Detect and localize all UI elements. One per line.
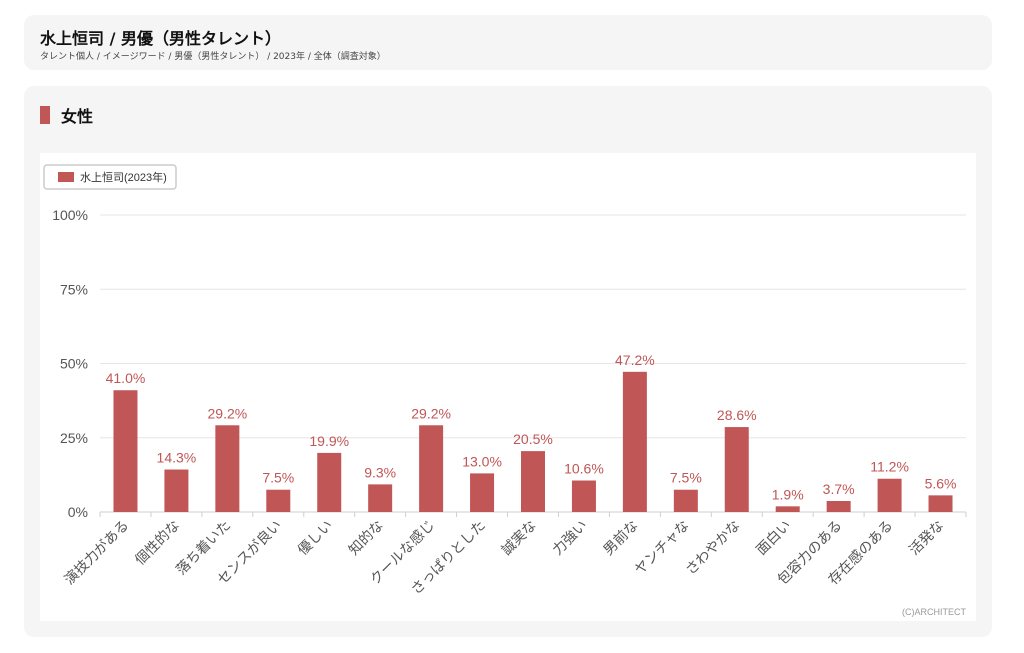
y-tick-label: 25% [60, 430, 88, 446]
x-tick-label: 演技力がある [62, 518, 133, 589]
bar [317, 452, 342, 512]
copyright-text: (C)ARCHITECT [902, 607, 966, 617]
x-tick-label: 力強い [550, 518, 591, 559]
chart-panel: 0% 25% 50% 75% 100% 41.0% 演技力がある 14.3% 個性的な 29.2%… [40, 153, 976, 621]
x-tick-label: さわやかな [683, 518, 744, 579]
data-label: 28.6% [717, 407, 757, 423]
bar [368, 484, 393, 512]
header-card: 水上恒司 / 男優（男性タレント） タレント個人 / イメージワード / 男優（… [24, 15, 992, 70]
bar [470, 473, 495, 512]
bar [419, 425, 444, 512]
data-label: 29.2% [208, 405, 248, 421]
y-tick-label: 0% [68, 504, 88, 520]
y-tick-label: 100% [52, 207, 88, 223]
x-tick-label: 優しい [295, 518, 336, 559]
breadcrumb: タレント個人 / イメージワード / 男優（男性タレント） / 2023年 / … [40, 52, 386, 62]
data-label: 47.2% [615, 352, 655, 368]
bar-chart: 0% 25% 50% 75% 100% 41.0% 演技力がある 14.3% 個性的な 29.2%… [43, 164, 967, 617]
data-label: 10.6% [564, 461, 604, 477]
bar [215, 425, 240, 512]
section-marker [40, 106, 50, 124]
x-tick-label: 面白い [754, 518, 795, 559]
bar [266, 489, 291, 512]
section-card: 女性 0% 25% 50% 75% 100% 41.0% 演技力がある 14.3% 個性的な 29… [24, 86, 992, 637]
y-tick-label: 50% [60, 356, 88, 372]
data-label: 14.3% [157, 450, 197, 466]
bar [673, 489, 698, 512]
data-label: 9.3% [364, 464, 396, 480]
bar [164, 469, 189, 512]
bar [521, 451, 545, 512]
data-label: 29.2% [411, 405, 451, 421]
page-title: 水上恒司 / 男優（男性タレント） [40, 29, 281, 48]
x-tick-label: 知的な [345, 517, 387, 559]
bar [877, 478, 902, 512]
legend-label: 水上恒司(2023年) [80, 170, 167, 184]
data-label: 13.0% [462, 453, 502, 469]
bar [775, 506, 800, 512]
bar [571, 480, 596, 512]
data-label: 11.2% [870, 459, 909, 475]
bar [724, 427, 749, 512]
data-label: 5.6% [925, 475, 957, 491]
x-tick-label: 誠実な [499, 518, 540, 559]
x-tick-label: 活発な [906, 518, 947, 559]
data-label: 3.7% [823, 481, 855, 497]
bar [622, 371, 647, 512]
data-label: 20.5% [513, 431, 553, 447]
data-label: 7.5% [262, 470, 294, 486]
legend-box [43, 164, 177, 190]
x-tick-label: 男前な [600, 517, 642, 559]
data-label: 41.0% [106, 370, 146, 386]
y-tick-label: 75% [60, 281, 88, 297]
data-label: 7.5% [670, 470, 702, 486]
bar [826, 501, 851, 512]
data-label: 19.9% [309, 433, 349, 449]
data-label: 1.9% [772, 486, 804, 502]
bar [928, 495, 953, 512]
section-title: 女性 [61, 107, 94, 126]
bar [113, 390, 138, 512]
x-tick-label: 個性的な [132, 518, 183, 569]
legend-swatch [58, 172, 74, 182]
